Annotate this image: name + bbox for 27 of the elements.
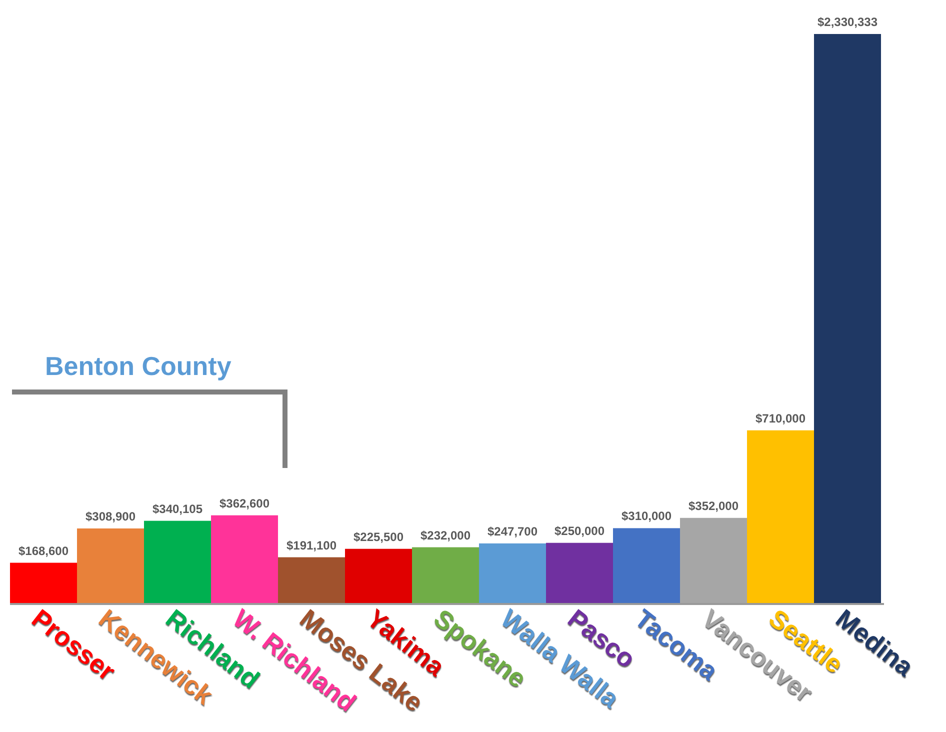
data-label: $308,900 (85, 509, 136, 524)
bar (345, 548, 412, 604)
data-label: $352,000 (688, 498, 739, 513)
data-label: $168,600 (18, 544, 69, 558)
bar (412, 547, 479, 604)
data-label: $250,000 (554, 524, 605, 538)
data-label: $247,700 (487, 524, 538, 538)
bar (10, 562, 77, 604)
data-label: $191,100 (286, 538, 337, 552)
bar (278, 557, 345, 604)
bar (680, 518, 747, 604)
bar (211, 515, 278, 604)
data-label: $340,105 (152, 502, 203, 516)
bar (747, 430, 814, 604)
annotation: Benton County (45, 351, 232, 381)
bar (613, 528, 680, 604)
data-label: $225,500 (353, 530, 404, 544)
data-label: $362,600 (219, 496, 270, 510)
bar (77, 528, 144, 604)
data-label: $710,000 (755, 411, 806, 426)
bar (546, 542, 613, 604)
bar (479, 543, 546, 604)
bar (814, 34, 881, 604)
data-label: $2,330,333 (817, 15, 878, 29)
bar (144, 520, 211, 604)
data-label: $310,000 (621, 509, 672, 524)
data-label: $232,000 (420, 528, 471, 542)
